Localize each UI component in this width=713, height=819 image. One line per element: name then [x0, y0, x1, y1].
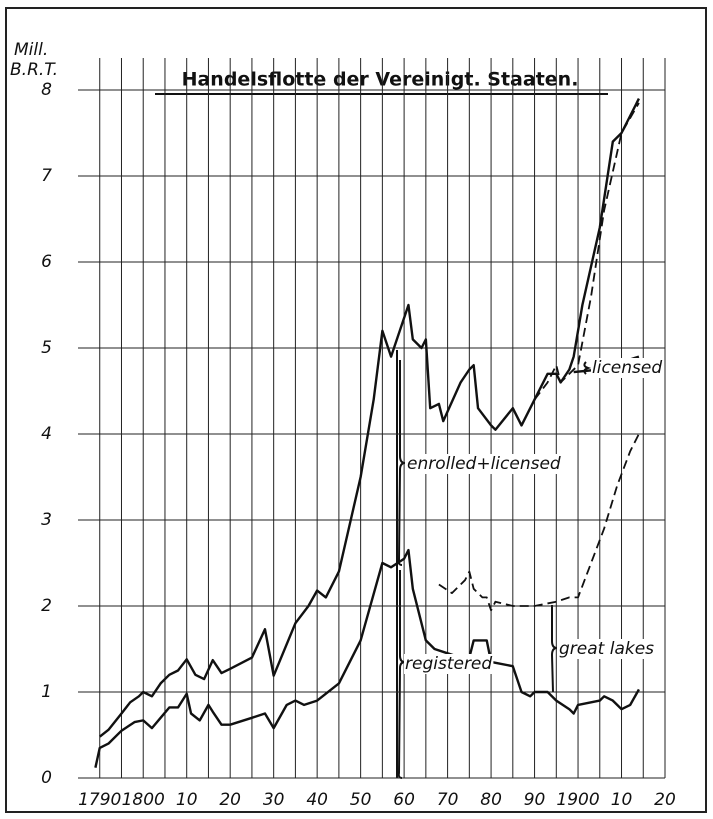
annotation-bg [558, 639, 656, 659]
x-tick-label: 70 [437, 790, 459, 810]
x-tick-label: 20 [654, 790, 676, 810]
x-tick-label: 30 [263, 790, 285, 810]
annotation: registered [405, 654, 492, 674]
annotation: enrolled+licensed [407, 454, 561, 474]
annotation: great lakes [559, 639, 654, 659]
y-tick-label: 1 [41, 682, 52, 702]
x-tick-label: 10 [176, 790, 198, 810]
y-tick-label: 5 [41, 338, 52, 358]
x-tick-label: 1900 [556, 790, 599, 810]
y-tick-label: 0 [41, 768, 52, 788]
x-tick-label: 10 [611, 790, 633, 810]
annotation-bg [591, 358, 664, 378]
chart-title: Handelsflotte der Vereinigt. Staaten. [182, 69, 579, 91]
y-tick-label: 7 [41, 166, 52, 186]
y-axis-label: B.R.T. [10, 60, 58, 80]
frame [5, 7, 707, 813]
x-tick-label: 60 [393, 790, 415, 810]
y-tick-label: 3 [41, 510, 52, 530]
line-series [98, 98, 640, 738]
x-tick-label: 90 [524, 790, 546, 810]
y-tick-label: 4 [41, 424, 52, 444]
y-tick-label: 6 [41, 252, 52, 272]
x-tick-label: 20 [219, 790, 241, 810]
annotation-bg [404, 654, 494, 674]
x-tick-label: 1790 [78, 790, 121, 810]
line-series [533, 102, 640, 401]
y-tick-label: 8 [41, 80, 52, 100]
x-tick-label: 40 [306, 790, 328, 810]
annotation-bg [406, 454, 562, 474]
x-tick-label: 50 [350, 790, 372, 810]
line-series [94, 548, 640, 768]
line-series [438, 433, 640, 612]
annotation: licensed [592, 358, 662, 378]
x-tick-label: 80 [480, 790, 502, 810]
x-tick-label: 1800 [122, 790, 165, 810]
y-tick-label: 2 [41, 596, 52, 616]
y-axis-label: Mill. [14, 40, 48, 60]
